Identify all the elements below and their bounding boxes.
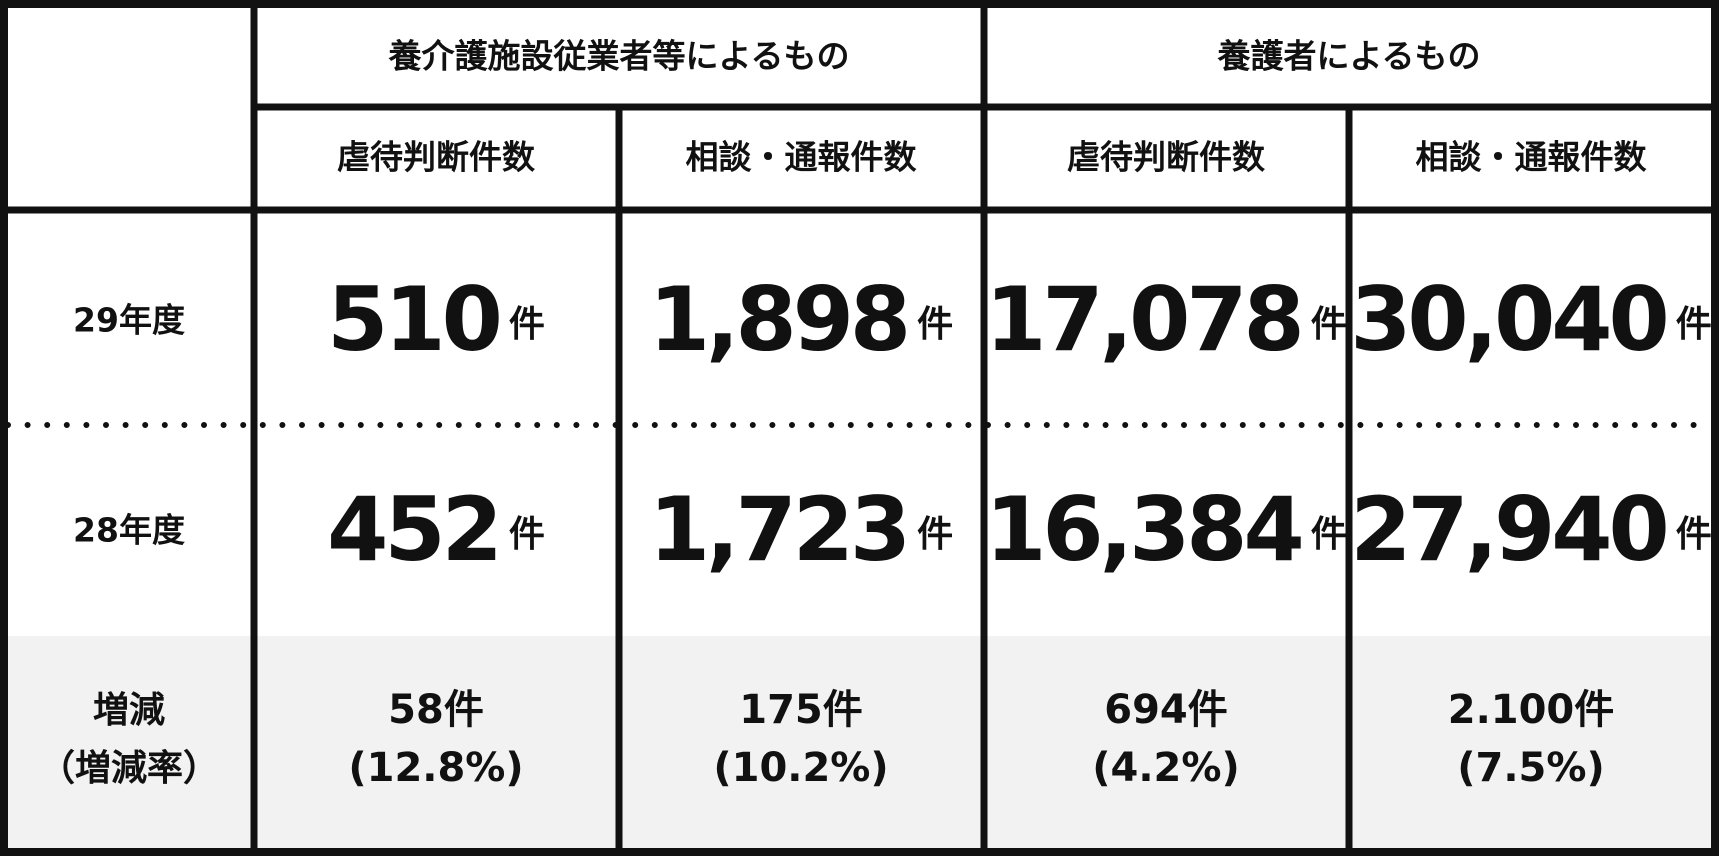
change-count: 175件 xyxy=(739,687,863,733)
change-rate: (12.8%) xyxy=(348,745,523,791)
count-unit: 件 xyxy=(509,514,545,555)
count-number: 1,898 xyxy=(649,268,907,371)
count-unit: 件 xyxy=(917,304,953,345)
count-cell: 1,723 件 xyxy=(649,478,953,581)
change-count: 2.100件 xyxy=(1448,687,1615,733)
count-number: 17,078 xyxy=(985,268,1301,371)
count-cell: 510 件 xyxy=(327,268,545,371)
change-count: 694件 xyxy=(1104,687,1228,733)
change-rate: (7.5%) xyxy=(1457,745,1605,791)
sub-header: 虐待判断件数 xyxy=(1067,138,1266,177)
change-rate: (10.2%) xyxy=(713,745,888,791)
count-unit: 件 xyxy=(509,304,545,345)
sub-header: 相談・通報件数 xyxy=(1416,138,1648,177)
change-label: （増減率） xyxy=(39,748,219,789)
count-number: 1,723 xyxy=(649,478,907,581)
change-row-bg xyxy=(8,636,1711,850)
count-unit: 件 xyxy=(1676,514,1712,555)
count-cell: 1,898 件 xyxy=(649,268,953,371)
row-label: 29年度 xyxy=(73,301,185,340)
group-header: 養護者によるもの xyxy=(1216,37,1480,76)
count-cell: 452 件 xyxy=(327,478,545,581)
count-unit: 件 xyxy=(1311,514,1347,555)
count-number: 510 xyxy=(327,268,499,371)
count-number: 452 xyxy=(327,478,499,581)
count-number: 27,940 xyxy=(1350,478,1666,581)
count-unit: 件 xyxy=(1311,304,1347,345)
sub-header: 相談・通報件数 xyxy=(686,138,918,177)
row-label: 28年度 xyxy=(73,511,185,550)
count-unit: 件 xyxy=(1676,304,1712,345)
count-number: 30,040 xyxy=(1350,268,1666,371)
change-label: 増減 xyxy=(93,690,165,731)
count-cell: 27,940 件 xyxy=(1350,478,1712,581)
group-header: 養介護施設従業者等によるもの xyxy=(387,37,849,76)
count-unit: 件 xyxy=(917,514,953,555)
count-number: 16,384 xyxy=(985,478,1301,581)
change-count: 58件 xyxy=(388,687,484,733)
count-cell: 17,078 件 xyxy=(985,268,1347,371)
count-cell: 16,384 件 xyxy=(985,478,1347,581)
sub-header: 虐待判断件数 xyxy=(337,138,536,177)
count-cell: 30,040 件 xyxy=(1350,268,1712,371)
change-rate: (4.2%) xyxy=(1092,745,1240,791)
